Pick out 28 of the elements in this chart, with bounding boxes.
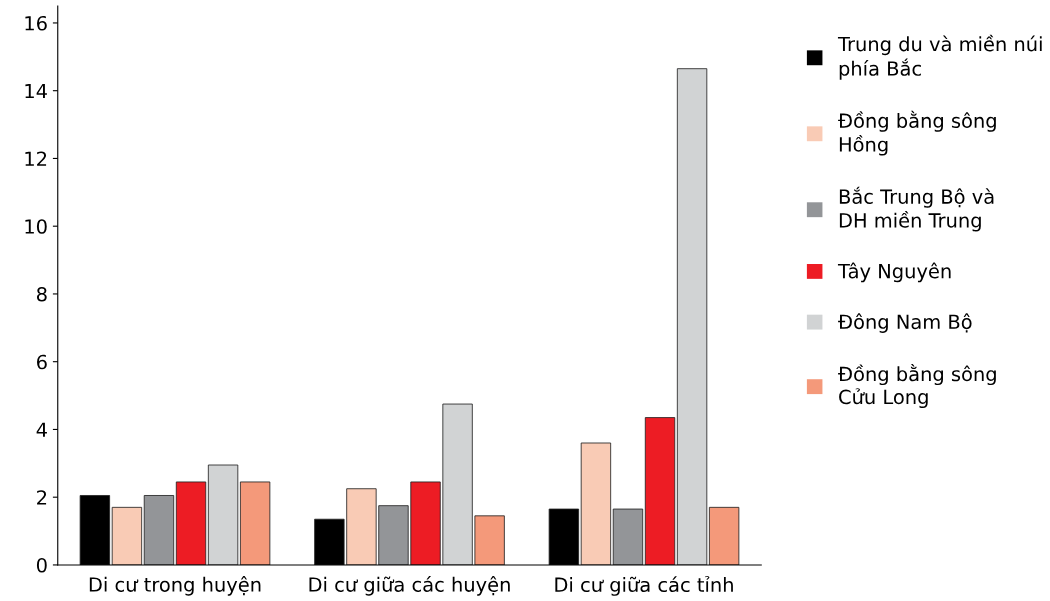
bar (644, 417, 676, 565)
bar (143, 495, 175, 565)
bar (207, 464, 239, 565)
y-tick-label: 4 (36, 422, 47, 437)
legend-label: Bắc Trung Bộ và DH miền Trung (839, 186, 994, 232)
legend-label: Tây Nguyên (837, 262, 951, 283)
y-tick-label: 14 (25, 83, 47, 99)
bar (676, 68, 708, 565)
y-tick-label: 8 (36, 286, 47, 302)
legend-label: Đồng bằng sông Cửu Long (838, 364, 996, 409)
y-tick-label: 0 (36, 557, 47, 573)
x-tick-label: Di cư trong huyện (89, 576, 261, 596)
y-tick-label: 6 (37, 354, 47, 370)
legend-label: Trung du và miền núi phía Bắc (837, 34, 1042, 80)
bar (175, 481, 207, 565)
bar (239, 481, 271, 565)
bar (708, 506, 740, 565)
y-tick-label: 2 (37, 490, 47, 505)
y-tick-label: 16 (25, 15, 47, 31)
bar (580, 442, 612, 565)
bar (111, 506, 143, 565)
legend-label: Đông Nam Bộ (838, 313, 972, 333)
bar (612, 508, 644, 565)
x-tick-label: Di cư giữa các tỉnh (555, 576, 733, 596)
x-tick-label: Di cư giữa các huyện (309, 576, 510, 596)
y-tick-label: 12 (25, 151, 47, 166)
legend-label: Đồng bằng sông Hồng (838, 110, 996, 156)
y-tick-label: 10 (25, 219, 47, 234)
